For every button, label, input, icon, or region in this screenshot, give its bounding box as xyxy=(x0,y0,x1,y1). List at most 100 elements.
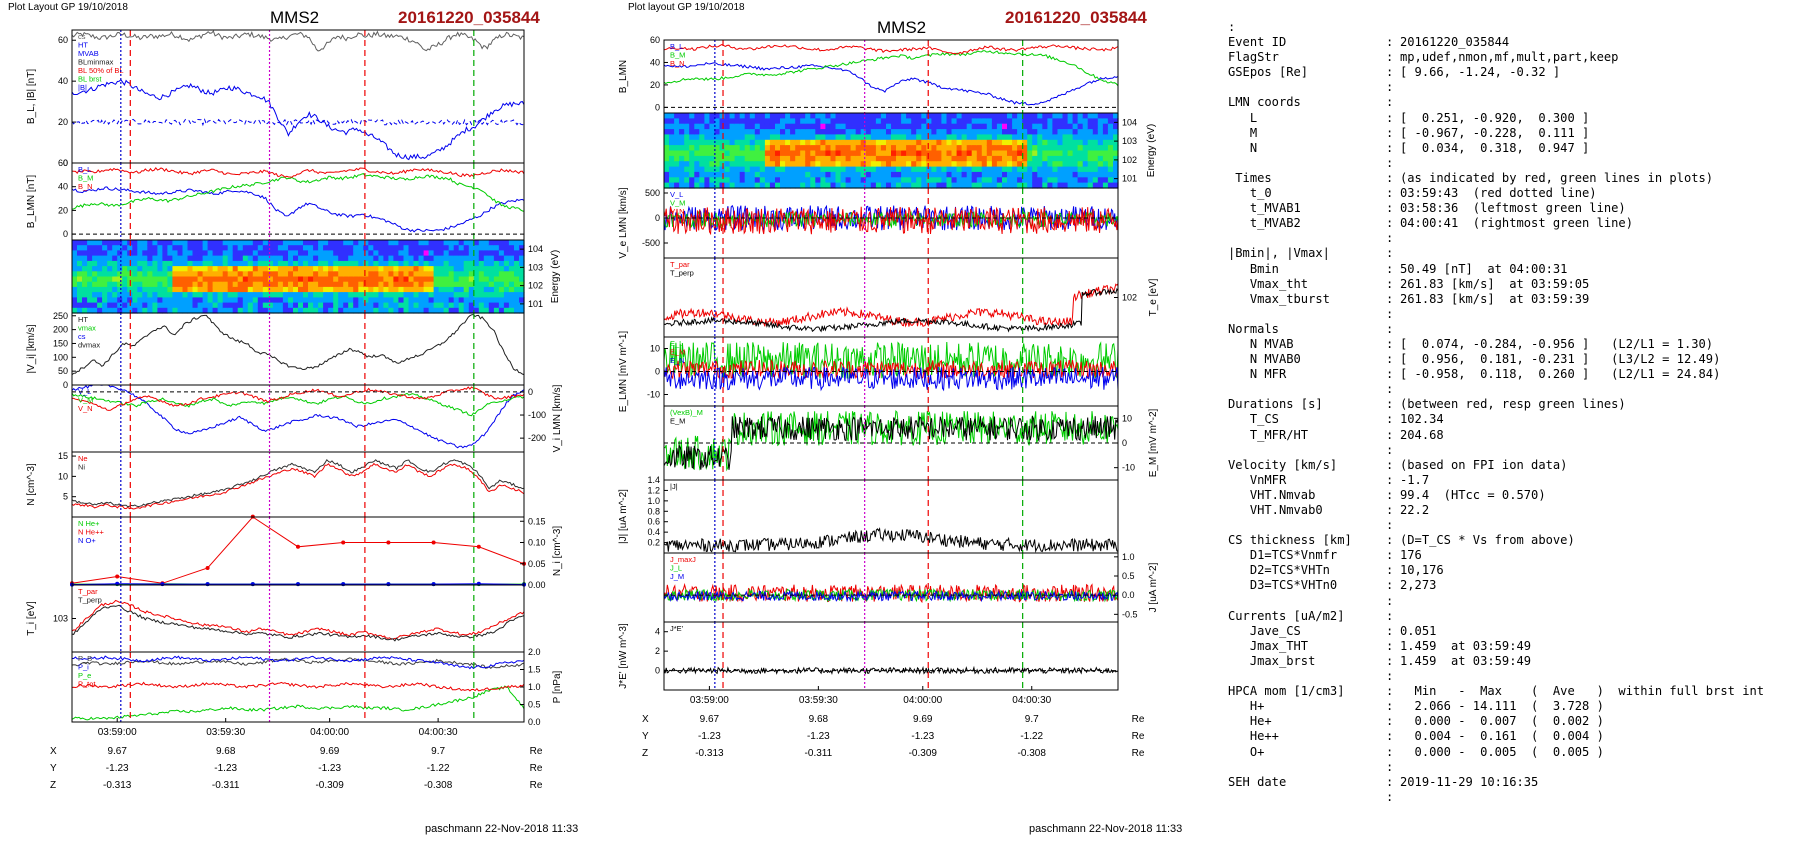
spectrogram-cell xyxy=(764,177,771,184)
spectrogram-cell xyxy=(373,240,379,246)
spectrogram-cell xyxy=(458,292,465,298)
spectrogram-cell xyxy=(498,260,505,267)
spectrogram-cell xyxy=(800,118,806,125)
spectrogram-cell xyxy=(724,182,731,189)
spectrogram-cell xyxy=(870,118,877,125)
spectrogram-cell xyxy=(790,166,796,173)
spectrogram-cell xyxy=(493,255,500,262)
summary-row: VHT.Nmvab:99.4 (HTcc = 0.570) xyxy=(1228,488,1764,503)
spectrogram-cell xyxy=(769,113,776,119)
summary-row: N MVAB0:[ 0.956, 0.181, -0.231 ] (L3/L2 … xyxy=(1228,352,1764,367)
spectrogram-cell xyxy=(192,302,199,309)
spectrogram-cell xyxy=(1057,155,1064,162)
spectrogram-cell xyxy=(830,166,837,173)
summary-key xyxy=(1228,790,1386,805)
spectrogram-cell xyxy=(795,139,801,146)
spectrogram-cell xyxy=(921,145,927,152)
spectrogram-cell xyxy=(790,113,796,119)
spectrogram-cell xyxy=(966,113,973,119)
spectrogram-cell xyxy=(759,182,766,189)
spectrogram-cell xyxy=(162,240,168,246)
spectrogram-cell xyxy=(197,307,204,314)
spectrogram-cell xyxy=(825,150,831,157)
spectrogram-cell xyxy=(780,155,786,162)
spectrogram-cell xyxy=(358,240,364,246)
summary-colon: : xyxy=(1386,95,1394,110)
spectrogram-cell xyxy=(388,276,394,283)
legend-entry: T_perp xyxy=(670,269,694,278)
spectrogram-cell xyxy=(956,129,963,136)
spectrogram-cell xyxy=(192,240,199,246)
spectrogram-cell xyxy=(378,255,384,262)
spectrogram-cell xyxy=(911,166,917,173)
spectrogram-cell xyxy=(951,155,958,162)
summary-value: 20161220_035844 xyxy=(1400,35,1510,50)
spectrogram-cell xyxy=(468,302,475,309)
spectrogram-cell xyxy=(790,129,796,136)
spectrogram-cell xyxy=(247,281,254,288)
spectrogram-cell xyxy=(237,271,244,278)
spectrogram-cell xyxy=(891,150,897,157)
spectrogram-cell xyxy=(187,307,194,314)
spectrogram-cell xyxy=(428,307,435,314)
spectrogram-cell xyxy=(343,250,349,257)
spectrogram-cell xyxy=(483,260,490,267)
spectrogram-cell xyxy=(1002,118,1008,125)
spectrogram-cell xyxy=(262,260,269,267)
spectrogram-cell xyxy=(514,307,520,314)
spectrogram-cell xyxy=(443,281,450,288)
spectrogram-cell xyxy=(921,171,927,178)
spectrogram-cell xyxy=(318,286,324,293)
spectrogram-cell xyxy=(800,177,806,184)
spectrogram-cell xyxy=(388,286,394,293)
spectrogram-cell xyxy=(473,302,480,309)
spectrogram-cell xyxy=(122,276,128,283)
spectrogram-cell xyxy=(855,113,862,119)
spectrogram-cell xyxy=(1102,118,1109,125)
spectrogram-cell xyxy=(1082,150,1089,157)
spectrogram-cell xyxy=(202,271,209,278)
summary-value: 0.000 - 0.005 ( 0.005 ) xyxy=(1400,744,1604,759)
y-tick-label: 0.6 xyxy=(647,517,660,527)
spectrogram-cell xyxy=(498,250,505,257)
spectrogram-cell xyxy=(122,260,128,267)
spectrogram-cell xyxy=(1113,150,1119,157)
spectrogram-cell xyxy=(906,150,912,157)
summary-row: Times: (as indicated by red, green lines … xyxy=(1228,171,1764,186)
summary-value: 176 xyxy=(1400,548,1422,563)
spectrogram-cell xyxy=(393,240,399,246)
spectrogram-cell xyxy=(503,266,510,272)
spectrogram-cell xyxy=(463,292,470,298)
spectrogram-cell xyxy=(282,271,289,278)
spectrogram-cell xyxy=(463,307,470,314)
spectrogram-cell xyxy=(438,245,445,251)
spectrogram-cell xyxy=(815,118,821,125)
legend-entry: BL 50% of BL xyxy=(78,66,124,75)
spectrogram-cell xyxy=(413,260,420,267)
spectrogram-cell xyxy=(519,250,525,257)
spectrogram-cell xyxy=(458,297,465,304)
spectrogram-cell xyxy=(1032,177,1038,184)
spectrogram-cell xyxy=(896,166,902,173)
legend-entry: vmax xyxy=(78,324,96,333)
legend-entry: E_N xyxy=(670,356,685,365)
spectrogram-cell xyxy=(167,281,173,288)
summary-row: : xyxy=(1228,156,1764,171)
spectrogram-cell xyxy=(875,182,882,189)
spectrogram-cell xyxy=(754,145,761,152)
spectrogram-cell xyxy=(202,276,209,283)
spectrogram-cell xyxy=(92,245,98,251)
spectrogram-cell xyxy=(850,113,857,119)
spectrogram-cell xyxy=(514,302,520,309)
spectrogram-cell xyxy=(398,250,404,257)
spectrogram-cell xyxy=(162,271,168,278)
spectrogram-cell xyxy=(850,129,857,136)
spectrogram-cell xyxy=(313,271,319,278)
spectrogram-cell xyxy=(277,240,284,246)
spectrogram-cell xyxy=(941,161,947,168)
summary-value: [ -0.967, -0.228, 0.111 ] xyxy=(1400,125,1590,140)
spectrogram-cell xyxy=(1052,118,1058,125)
spectrogram-cell xyxy=(709,171,715,178)
spectrogram-cell xyxy=(921,182,927,189)
